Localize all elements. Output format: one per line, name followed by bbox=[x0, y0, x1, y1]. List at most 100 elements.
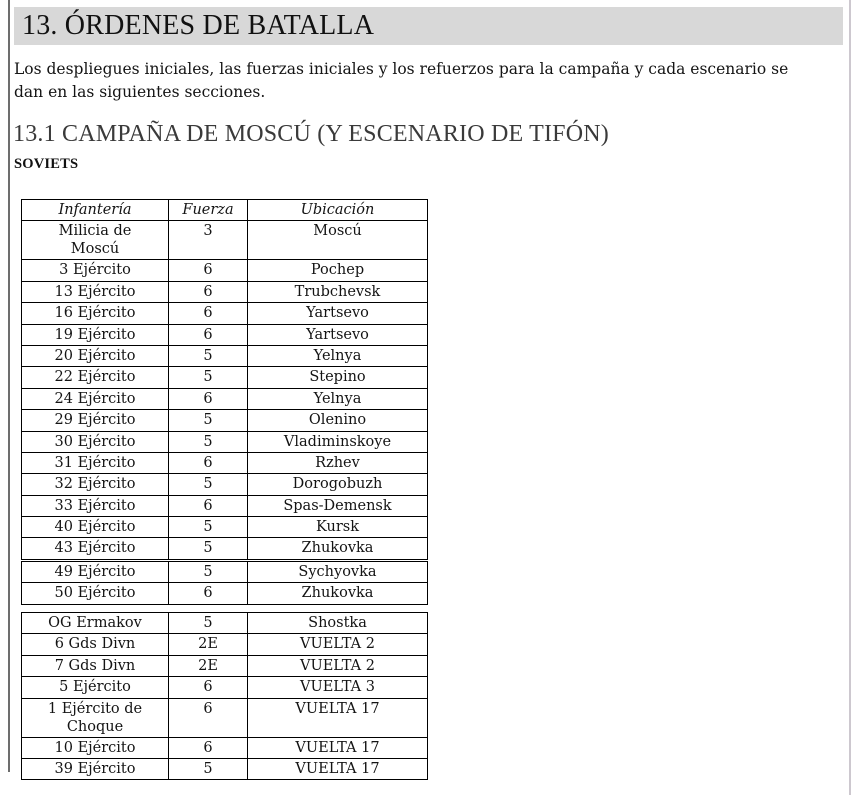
table-cell: 5 bbox=[168, 560, 248, 584]
table-cell: 7 Gds Divn bbox=[21, 654, 169, 678]
table-row: 6 Gds Divn 2E VUELTA 2 bbox=[21, 633, 428, 656]
table-row: OG Ermakov 5 Shostka bbox=[21, 611, 428, 635]
table-cell: 6 bbox=[168, 302, 248, 325]
faction-heading: SOVIETS bbox=[14, 156, 79, 172]
table-cell: 50 Ejército bbox=[21, 582, 169, 605]
subsection-heading: 13.1 CAMPAÑA DE MOSCÚ (Y ESCENARIO DE TI… bbox=[13, 121, 609, 147]
column-header: Infantería bbox=[21, 198, 169, 222]
table-cell: 3 bbox=[168, 220, 248, 261]
table-cell: Dorogobuzh bbox=[247, 473, 428, 496]
page-left-edge-rule bbox=[8, 0, 10, 772]
table-cell: 40 Ejército bbox=[21, 516, 169, 539]
table-cell: 5 Ejército bbox=[21, 676, 169, 699]
table-cell: 1 Ejército de Choque bbox=[21, 697, 169, 738]
table-cell: 5 bbox=[168, 516, 248, 539]
table-cell: Yartsevo bbox=[247, 302, 428, 325]
table-row: 1 Ejército de Choque 6 VUELTA 17 bbox=[21, 697, 428, 738]
table-cell: Vladiminskoye bbox=[247, 430, 428, 453]
table-cell: 6 bbox=[168, 494, 248, 518]
table-row: 13 Ejército 6 Trubchevsk bbox=[21, 280, 428, 304]
table-cell: 33 Ejército bbox=[21, 494, 169, 518]
table-cell: Zhukovka bbox=[247, 582, 428, 605]
table-cell: 5 bbox=[168, 757, 248, 781]
table-cell: Spas-Demensk bbox=[247, 494, 428, 518]
order-of-battle-table-block-1: Infantería Fuerza Ubicación Milicia de Mosc… bbox=[21, 198, 428, 560]
table-cell: 24 Ejército bbox=[21, 387, 169, 411]
table-cell: VUELTA 17 bbox=[247, 736, 428, 759]
table-cell: 29 Ejército bbox=[21, 409, 169, 432]
table-cell: 6 Gds Divn bbox=[21, 633, 169, 656]
table-cell: 6 bbox=[168, 259, 248, 282]
table-cell: 32 Ejército bbox=[21, 473, 169, 496]
table-cell: 31 Ejército bbox=[21, 451, 169, 475]
table-row: 30 Ejército 5 Vladiminskoye bbox=[21, 430, 428, 453]
table-row: 31 Ejército 6 Rzhev bbox=[21, 451, 428, 475]
table-row: 39 Ejército 5 VUELTA 17 bbox=[21, 757, 428, 781]
order-of-battle-table-block-2: 49 Ejército 5 Sychyovka 50 Ejército 6 Zhukovk… bbox=[21, 560, 428, 605]
table-cell: 6 bbox=[168, 280, 248, 304]
table-cell: 13 Ejército bbox=[21, 280, 169, 304]
table-row: 43 Ejército 5 Zhukovka bbox=[21, 537, 428, 560]
table-cell: 5 bbox=[168, 344, 248, 368]
table-cell: Zhukovka bbox=[247, 537, 428, 560]
table-header-row: Infantería Fuerza Ubicación bbox=[21, 198, 428, 222]
table-cell: 49 Ejército bbox=[21, 560, 169, 584]
table-row: 32 Ejército 5 Dorogobuzh bbox=[21, 473, 428, 496]
table-row: 49 Ejército 5 Sychyovka bbox=[21, 560, 428, 584]
table-cell: Milicia de Moscú bbox=[21, 220, 169, 261]
table-cell: Trubchevsk bbox=[247, 280, 428, 304]
table-cell: 6 bbox=[168, 323, 248, 346]
table-cell: Stepino bbox=[247, 366, 428, 389]
table-row: 7 Gds Divn 2E VUELTA 2 bbox=[21, 654, 428, 678]
table-cell: 5 bbox=[168, 473, 248, 496]
table-cell: Yelnya bbox=[247, 344, 428, 368]
table-cell: Pochep bbox=[247, 259, 428, 282]
table-cell: Sychyovka bbox=[247, 560, 428, 584]
chapter-heading: 13. ÓRDENES DE BATALLA bbox=[14, 7, 843, 45]
table-cell: Yartsevo bbox=[247, 323, 428, 346]
table-row: 33 Ejército 6 Spas-Demensk bbox=[21, 494, 428, 518]
table-cell: Shostka bbox=[247, 611, 428, 635]
table-row: 22 Ejército 5 Stepino bbox=[21, 366, 428, 389]
table-row: 24 Ejército 6 Yelnya bbox=[21, 387, 428, 411]
table-cell: 6 bbox=[168, 736, 248, 759]
table-cell: VUELTA 3 bbox=[247, 676, 428, 699]
table-cell: 5 bbox=[168, 366, 248, 389]
table-cell: 39 Ejército bbox=[21, 757, 169, 781]
table-cell: 6 bbox=[168, 387, 248, 411]
table-cell: 5 bbox=[168, 537, 248, 560]
table-row: 5 Ejército 6 VUELTA 3 bbox=[21, 676, 428, 699]
table-cell: VUELTA 17 bbox=[247, 757, 428, 781]
table-cell: VUELTA 2 bbox=[247, 633, 428, 656]
page-right-edge-rule bbox=[849, 0, 851, 795]
table-cell: VUELTA 2 bbox=[247, 654, 428, 678]
table-cell: Yelnya bbox=[247, 387, 428, 411]
table-cell: 6 bbox=[168, 697, 248, 738]
table-cell: 10 Ejército bbox=[21, 736, 169, 759]
table-cell: Rzhev bbox=[247, 451, 428, 475]
table-row: 50 Ejército 6 Zhukovka bbox=[21, 582, 428, 605]
table-cell: 5 bbox=[168, 430, 248, 453]
table-cell: 5 bbox=[168, 611, 248, 635]
table-cell: 3 Ejército bbox=[21, 259, 169, 282]
table-cell: Moscú bbox=[247, 220, 428, 261]
table-cell: 6 bbox=[168, 676, 248, 699]
table-cell: 6 bbox=[168, 582, 248, 605]
table-cell: 43 Ejército bbox=[21, 537, 169, 560]
table-cell: 30 Ejército bbox=[21, 430, 169, 453]
table-row: 3 Ejército 6 Pochep bbox=[21, 259, 428, 282]
table-cell: 16 Ejército bbox=[21, 302, 169, 325]
table-row: Milicia de Moscú 3 Moscú bbox=[21, 220, 428, 261]
table-row: 16 Ejército 6 Yartsevo bbox=[21, 302, 428, 325]
table-cell: 5 bbox=[168, 409, 248, 432]
table-cell: 20 Ejército bbox=[21, 344, 169, 368]
table-row: 20 Ejército 5 Yelnya bbox=[21, 344, 428, 368]
table-cell: Olenino bbox=[247, 409, 428, 432]
table-cell: OG Ermakov bbox=[21, 611, 169, 635]
column-header: Fuerza bbox=[168, 198, 248, 222]
table-cell: 6 bbox=[168, 451, 248, 475]
table-cell: 22 Ejército bbox=[21, 366, 169, 389]
table-cell: 2E bbox=[168, 633, 248, 656]
table-row: 40 Ejército 5 Kursk bbox=[21, 516, 428, 539]
